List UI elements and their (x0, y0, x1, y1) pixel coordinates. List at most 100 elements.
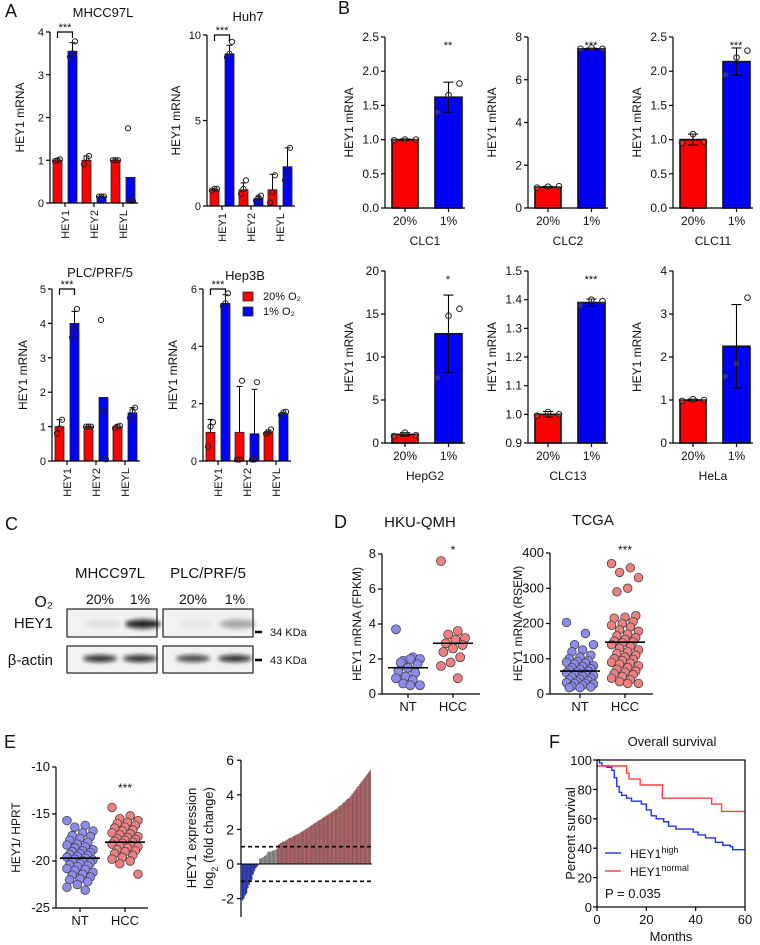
chart-title: Hep3B (225, 268, 265, 283)
bar (316, 821, 319, 865)
bar (67, 50, 78, 204)
bar (261, 857, 263, 865)
data-point (209, 419, 217, 426)
x-axis-label: Months (650, 929, 693, 944)
data-point (744, 47, 751, 54)
significance-label: ** (444, 40, 453, 52)
data-point (213, 185, 221, 192)
bar (282, 166, 293, 207)
y-tick-label: 100 (570, 753, 592, 768)
y-tick-label: 0 (372, 436, 379, 450)
data-point (612, 587, 622, 597)
bar (337, 806, 340, 865)
y-tick-label: 1.0 (650, 133, 667, 147)
chart-hey1-hprt: HEY1/ HPRT NT HCC -25 -20 -15 -10 *** (9, 759, 148, 928)
y-tick-label: 80 (578, 782, 592, 797)
y-tick-label: 2.5 (362, 30, 379, 44)
legend-swatch (242, 291, 254, 302)
bar (83, 426, 94, 462)
size-marker-label: 43 KDa (270, 655, 308, 667)
data-point (284, 168, 291, 175)
data-point (678, 397, 686, 405)
blot-row-label: HEY1 (14, 615, 53, 632)
data-point (678, 139, 686, 147)
y-tick-label: 4 (38, 27, 44, 39)
data-point (237, 190, 245, 198)
data-point (71, 325, 78, 332)
y-tick-label: 1.0 (505, 407, 522, 421)
data-point (700, 396, 708, 404)
y-axis-label: HEY1 mRNA (169, 85, 183, 155)
y-tick-label: 0 (226, 856, 234, 872)
survival-curve-high (597, 759, 745, 851)
bar (262, 856, 265, 865)
data-point (438, 647, 449, 657)
blot-lane-label: 1% (225, 591, 245, 607)
x-tick-label: 0 (593, 912, 600, 927)
data-point (599, 45, 606, 53)
y-tick-label: 1.0 (362, 133, 379, 147)
bar (220, 302, 231, 462)
bar (270, 851, 273, 865)
data-point (575, 682, 585, 693)
y-axis-label: HEY1 mRNA (342, 87, 356, 157)
y-axis-label: HEY1/ HPRT (9, 802, 23, 873)
y-tick-label: 2 (369, 651, 376, 666)
bar (247, 863, 249, 889)
bar (347, 799, 349, 865)
panel-letter-b: B (338, 0, 350, 18)
significance-label: *** (118, 781, 132, 795)
data-point (744, 294, 751, 301)
x-tick-label: NT (71, 913, 88, 928)
bar (238, 189, 249, 207)
bar (391, 138, 419, 209)
chart-plc-prf-5: PLC/PRF/5 HEY1 mRNA HEY1 HEY2 HEYL 0 1 2 3 4 5 *** (16, 265, 140, 497)
data-point (561, 617, 572, 628)
bar (365, 775, 367, 865)
significance-label: *** (618, 543, 632, 557)
bar (309, 826, 311, 865)
bar (291, 837, 294, 865)
chart-title: Overall survival (628, 734, 717, 749)
data-point (722, 373, 729, 380)
data-point (445, 91, 452, 99)
y-axis-label: log2 (fold change) (201, 787, 220, 889)
data-point (455, 652, 466, 663)
data-point (401, 136, 409, 143)
y-tick-label: 1 (38, 155, 44, 167)
x-tick-label: HEY1 (217, 213, 229, 242)
data-point (211, 185, 218, 192)
legend-label-base: HEY1 (630, 865, 662, 879)
chart-title: PLC/PRF/5 (67, 265, 133, 280)
bar (266, 852, 269, 865)
data-point (564, 682, 574, 693)
chart-mhcc97l: MHCC97L HEY1 mRNA HEY1 HEY2 HEYL 0 1 2 3 4 *** (13, 5, 138, 239)
bar (281, 842, 283, 865)
survival-curve-normal (597, 765, 745, 813)
x-tick-label: 1% (728, 214, 746, 228)
data-point (544, 183, 552, 190)
y-axis-label: HEY1 mRNA (RSEM) (511, 566, 525, 681)
blot-cell-line-label: PLC/PRF/5 (170, 565, 246, 582)
data-point (124, 125, 132, 132)
y-tick-label: 0 (195, 201, 201, 213)
data-point (80, 885, 90, 895)
x-tick-label: 20% (681, 449, 705, 463)
x-tick-label: 1% (583, 449, 601, 463)
protein-band (178, 619, 214, 629)
legend-swatch (242, 306, 254, 317)
bar (679, 138, 707, 209)
data-point (623, 678, 633, 689)
data-point (85, 152, 93, 160)
bar (348, 798, 350, 865)
chart-title: TCGA (572, 512, 614, 529)
y-tick-label: 15 (366, 307, 380, 321)
bar (255, 863, 257, 869)
bar (341, 803, 344, 865)
x-axis-label: CLC11 (695, 234, 732, 248)
bar (293, 836, 295, 865)
y-tick-label: 5 (195, 116, 201, 128)
significance-bracket (213, 34, 231, 41)
data-point (445, 312, 452, 320)
bar (252, 863, 254, 875)
